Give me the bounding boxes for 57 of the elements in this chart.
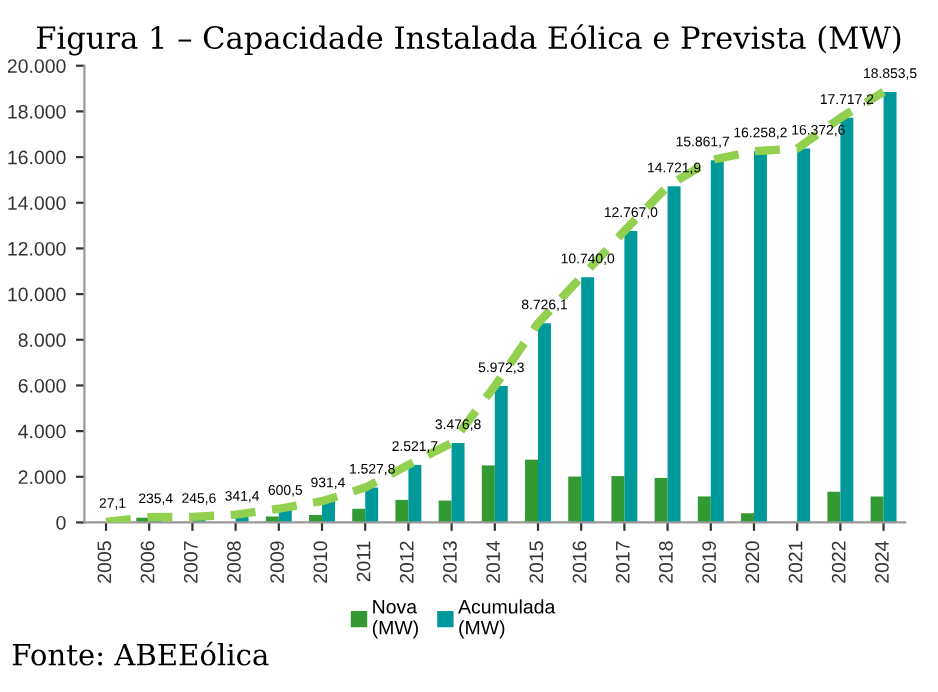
x-tick-label: 2005: [97, 541, 112, 583]
y-tick-label: 10.000: [8, 287, 66, 302]
y-tick-label: 12.000: [8, 241, 66, 256]
bar: [537, 323, 551, 523]
bar: [827, 491, 841, 523]
x-tick-label: 2017: [615, 541, 630, 583]
x-tick-label: 2006: [140, 541, 155, 583]
chart-title: Figura 1 – Capacidade Instalada Eólica e Prevista (MW): [36, 24, 901, 56]
bar: [481, 465, 495, 523]
x-tick-label: 2012: [399, 541, 414, 583]
bar: [494, 386, 508, 523]
x-tick-label: 2015: [529, 541, 544, 583]
bar: [581, 277, 595, 523]
x-tick-label: 2014: [486, 541, 501, 583]
bar: [365, 487, 379, 523]
bar: [883, 91, 897, 523]
x-tick-label: 2013: [443, 541, 457, 583]
bar: [753, 151, 767, 523]
bar: [568, 476, 582, 523]
x-tick-label: 2020: [745, 541, 760, 583]
bar: [870, 496, 884, 523]
x-tick-label: 2021: [788, 541, 803, 583]
bar: [395, 499, 409, 523]
bar: [710, 160, 724, 523]
line-series: [101, 87, 888, 523]
legend-label: Nova (MW): [372, 600, 418, 639]
x-tick-label: 2011: [356, 541, 371, 582]
source-note: Fonte: ABEEólica: [12, 641, 269, 666]
y-tick-label: 8.000: [18, 333, 66, 348]
y-tick-label: 20.000: [7, 59, 66, 73]
x-tick-label: 2016: [572, 541, 587, 583]
bar: [451, 443, 465, 523]
x-tick-label: 2010: [313, 541, 328, 583]
x-tick-label: 2022: [831, 541, 846, 583]
y-tick-label: 18.000: [8, 104, 66, 119]
x-tick-label: 2018: [659, 541, 673, 583]
bar: [797, 148, 811, 523]
x-tick-label: 2009: [270, 541, 285, 583]
y-tick-label: 14.000: [8, 196, 66, 210]
bar: [408, 464, 422, 523]
bar: [611, 476, 625, 523]
x-tick-label: 2008: [227, 541, 241, 583]
x-tick-label: 2024: [875, 541, 889, 583]
bar: [624, 230, 638, 523]
y-tick-label: 6.000: [18, 378, 66, 393]
bar: [654, 477, 668, 523]
bar: [667, 186, 681, 523]
legend-label: Acumulada (MW): [458, 599, 556, 639]
y-tick-label: 0: [56, 515, 66, 530]
bar: [438, 500, 452, 523]
x-tick-label: 2019: [702, 541, 716, 583]
bar: [525, 459, 538, 523]
x-tick-label: 2007: [183, 541, 198, 583]
y-tick-label: 16.000: [8, 150, 66, 165]
bar: [697, 496, 711, 523]
y-tick-label: 2.000: [18, 470, 66, 485]
y-tick-label: 4.000: [18, 424, 66, 439]
